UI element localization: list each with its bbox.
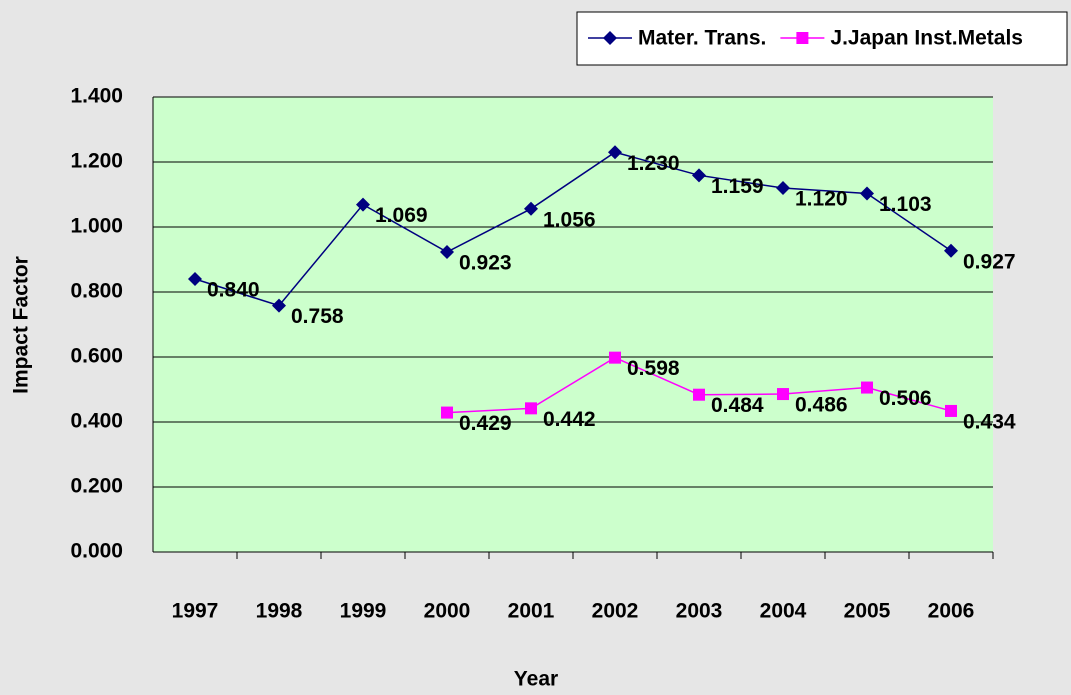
x-tick-label: 1997 [172, 600, 219, 623]
data-label: 0.840 [207, 279, 260, 302]
marker [524, 201, 538, 216]
x-tick-label: 2004 [760, 600, 807, 623]
marker [603, 31, 617, 45]
marker [945, 404, 957, 417]
data-label: 0.442 [543, 408, 596, 431]
marker [861, 381, 873, 394]
x-tick-label: 1999 [340, 600, 387, 623]
data-label: 1.120 [795, 188, 848, 211]
x-tick-label: 2005 [844, 600, 891, 623]
data-label: 1.103 [879, 193, 932, 216]
marker [860, 186, 874, 201]
marker [692, 168, 706, 183]
y-tick-label: 1.000 [70, 215, 123, 238]
plot-area [153, 97, 993, 552]
marker [188, 272, 202, 286]
marker [777, 388, 789, 401]
marker [796, 32, 809, 44]
data-label: 0.506 [879, 387, 932, 410]
x-tick-label: 2002 [592, 600, 639, 623]
data-label: 0.429 [459, 412, 512, 435]
y-axis-title: Impact Factor [10, 256, 33, 394]
y-tick-label: 1.400 [70, 85, 123, 108]
legend-label: J.Japan Inst.Metals [830, 27, 1023, 50]
data-label: 0.927 [963, 250, 1016, 273]
x-tick-label: 2003 [676, 600, 723, 623]
marker [440, 245, 454, 260]
marker [272, 298, 286, 313]
data-label: 1.069 [375, 204, 428, 227]
marker [441, 406, 453, 419]
marker [608, 145, 622, 160]
marker [609, 351, 621, 364]
marker [944, 243, 958, 258]
data-label: 0.486 [795, 394, 848, 417]
x-tick-label: 2001 [508, 600, 555, 623]
data-label: 0.598 [627, 357, 680, 380]
x-tick-label: 1998 [256, 600, 303, 623]
data-label: 0.484 [711, 394, 764, 417]
series-line [194, 151, 952, 307]
x-axis-title: Year [514, 668, 558, 691]
marker [356, 197, 370, 212]
y-tick-label: 0.400 [70, 410, 123, 433]
marker [776, 181, 790, 195]
legend-label: Mater. Trans. [638, 27, 766, 50]
marker [525, 402, 537, 415]
data-label: 0.923 [459, 252, 512, 275]
x-tick-label: 2006 [928, 600, 975, 623]
marker [693, 388, 705, 401]
data-label: 0.758 [291, 305, 344, 328]
y-tick-label: 1.200 [70, 150, 123, 173]
y-tick-label: 0.600 [70, 345, 123, 368]
x-tick-label: 2000 [424, 600, 471, 623]
y-tick-label: 0.000 [70, 540, 123, 563]
data-label: 0.434 [963, 410, 1016, 433]
data-label: 1.159 [711, 175, 764, 198]
y-tick-label: 0.200 [70, 475, 123, 498]
data-label: 1.230 [627, 152, 680, 175]
data-label: 1.056 [543, 208, 596, 231]
y-tick-label: 0.800 [70, 280, 123, 303]
